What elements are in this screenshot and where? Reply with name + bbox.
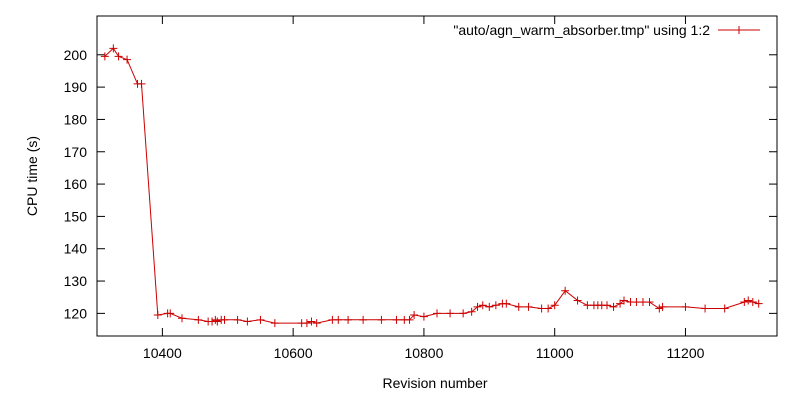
- y-axis: 120 130 140 150 160 170 180 190 200: [64, 47, 777, 321]
- legend-label: "auto/agn_warm_absorber.tmp" using 1:2: [453, 22, 710, 38]
- data-point: [561, 286, 570, 295]
- x-tick-label: 11200: [667, 345, 705, 361]
- data-point: [748, 298, 757, 307]
- data-point: [243, 317, 252, 326]
- data-point: [658, 302, 667, 311]
- y-tick-label: 150: [64, 208, 88, 224]
- y-axis-label: CPU time (s): [24, 136, 40, 216]
- data-point: [550, 301, 559, 310]
- x-axis: 10400 10600 10800 11000 11200: [143, 16, 705, 361]
- y-tick-label: 170: [64, 144, 88, 160]
- data-point: [754, 299, 763, 308]
- x-tick-label: 10400: [143, 345, 182, 361]
- series-line: [104, 47, 759, 324]
- y-tick-label: 120: [64, 305, 88, 321]
- data-point: [405, 315, 414, 324]
- data-point: [312, 319, 321, 328]
- data-point: [302, 319, 311, 328]
- data-point: [377, 315, 386, 324]
- data-point: [645, 298, 654, 307]
- data-point: [433, 309, 441, 318]
- data-point: [359, 315, 368, 324]
- y-tick-label: 160: [64, 176, 88, 192]
- y-tick-label: 130: [64, 273, 88, 289]
- data-point: [419, 312, 428, 321]
- data-point: [344, 315, 353, 324]
- data-point: [491, 301, 500, 310]
- data-point: [573, 296, 582, 305]
- data-point: [616, 299, 625, 308]
- data-point: [233, 315, 242, 324]
- data-point: [123, 55, 132, 64]
- data-point: [620, 296, 628, 305]
- plot-frame: [96, 15, 778, 337]
- data-point: [467, 307, 476, 316]
- legend-marker: [735, 26, 743, 34]
- y-tick-label: 140: [64, 241, 88, 257]
- data-point: [213, 317, 222, 326]
- data-point: [502, 299, 511, 308]
- data-point: [473, 302, 482, 311]
- x-tick-label: 10600: [274, 345, 313, 361]
- data-point: [603, 301, 611, 310]
- data-point: [740, 298, 749, 307]
- x-tick-label: 10800: [404, 345, 443, 361]
- data-point: [392, 315, 401, 324]
- data-point: [270, 319, 279, 328]
- data-point: [194, 315, 203, 324]
- data-point: [720, 304, 729, 313]
- data-point: [114, 52, 123, 61]
- data-point: [609, 302, 618, 311]
- y-tick-label: 190: [64, 79, 88, 95]
- data-point: [485, 302, 494, 311]
- data-point: [410, 310, 419, 319]
- data-point: [100, 52, 109, 61]
- data-point: [137, 79, 146, 88]
- series-markers: [100, 44, 763, 328]
- data-point: [655, 304, 664, 313]
- data-point: [446, 309, 455, 318]
- data-point: [744, 296, 753, 305]
- data-point: [178, 314, 186, 323]
- data-point: [109, 44, 118, 53]
- data-point: [524, 302, 533, 311]
- x-axis-label: Revision number: [382, 375, 487, 391]
- data-point: [153, 310, 162, 319]
- data-point: [307, 317, 316, 326]
- y-tick-label: 180: [64, 111, 88, 127]
- data-point: [681, 302, 690, 311]
- data-point: [514, 302, 523, 311]
- data-point: [256, 315, 265, 324]
- data-point: [334, 315, 343, 324]
- legend: "auto/agn_warm_absorber.tmp" using 1:2: [453, 22, 760, 38]
- y-tick-label: 200: [64, 47, 88, 63]
- data-point: [166, 309, 175, 318]
- x-tick-label: 11000: [536, 345, 574, 361]
- data-point: [459, 309, 468, 318]
- data-point: [701, 304, 710, 313]
- data-point: [478, 301, 487, 310]
- data-point: [220, 315, 229, 324]
- data-point: [544, 304, 553, 313]
